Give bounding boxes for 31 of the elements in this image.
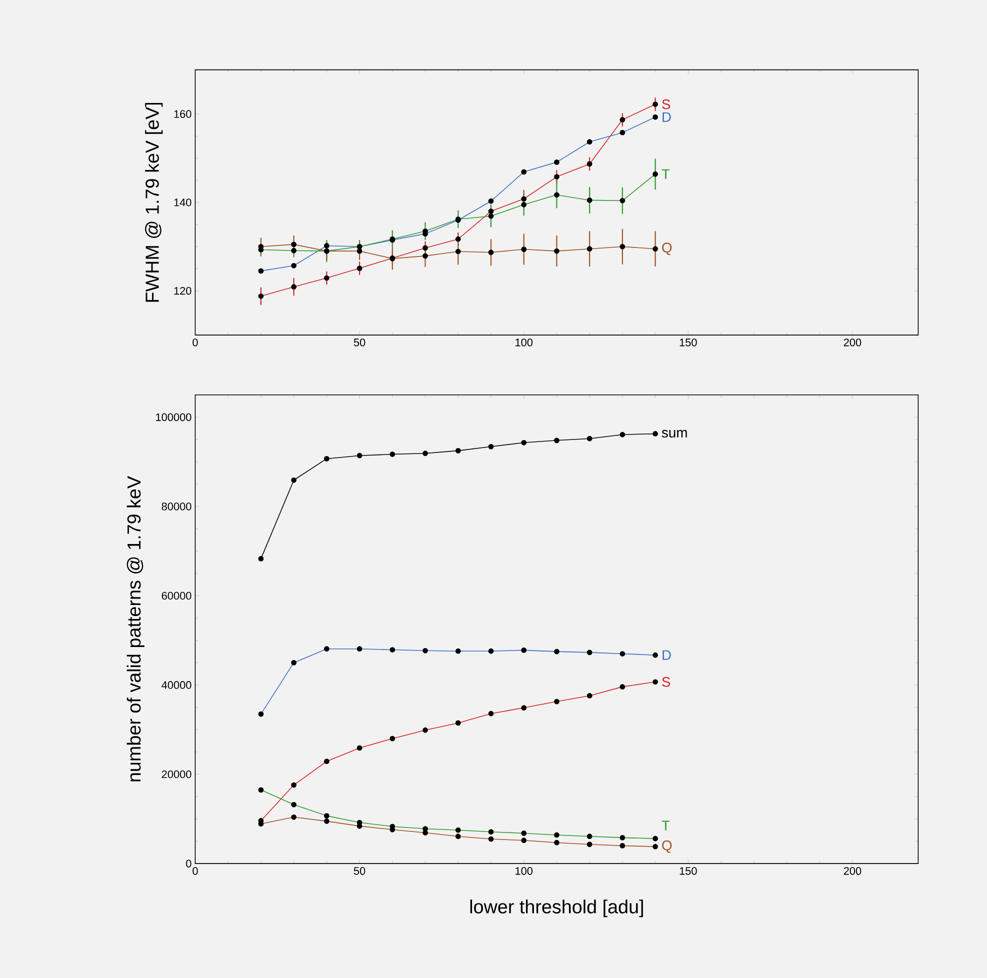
series-label: Q [662, 840, 672, 853]
x-axis-title: lower threshold [adu] [470, 899, 643, 918]
series-label: T [662, 820, 670, 830]
x-tick-label: 100 [516, 338, 533, 346]
y-axis-title: FWHM @ 1.79 keV [eV] [145, 102, 163, 302]
y-tick-label: 100000 [156, 413, 192, 421]
series-label: S [662, 99, 670, 110]
x-tick-label: 100 [516, 866, 533, 875]
y-tick-label: 40000 [162, 681, 192, 689]
series-label: sum [662, 430, 687, 438]
series-label: T [662, 169, 670, 179]
x-tick-label: 0 [192, 338, 198, 346]
series-label: S [662, 676, 670, 687]
x-tick-label: 150 [680, 866, 697, 875]
x-tick-label: 150 [680, 338, 697, 346]
x-tick-label: 200 [844, 338, 862, 346]
x-tick-label: 200 [844, 866, 862, 875]
series-label: Q [662, 242, 672, 255]
y-tick-label: 60000 [162, 592, 192, 600]
y-tick-label: 20000 [162, 770, 192, 778]
x-tick-label: 50 [354, 866, 366, 875]
y-tick-label: 120 [174, 286, 192, 295]
y-tick-label: 160 [174, 110, 192, 118]
y-axis-title: number of valid patterns @ 1.79 keV [126, 476, 144, 782]
series-label: D [662, 112, 671, 122]
x-tick-label: 50 [354, 338, 366, 346]
y-tick-label: 80000 [162, 502, 192, 510]
y-tick-label: 140 [174, 198, 192, 206]
y-tick-label: 0 [186, 860, 192, 868]
x-tick-label: 0 [192, 866, 198, 875]
series-label: D [662, 650, 671, 660]
